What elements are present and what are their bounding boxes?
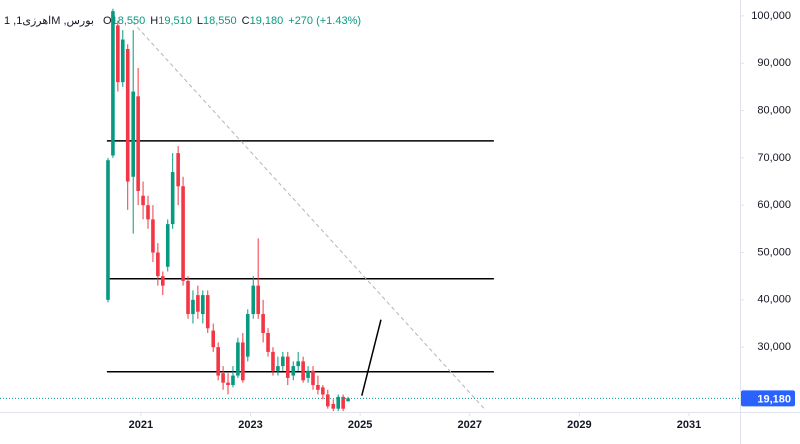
candle-body bbox=[216, 347, 220, 376]
candle-body bbox=[276, 366, 280, 371]
candle-body bbox=[226, 382, 230, 386]
candle-body bbox=[256, 285, 260, 315]
candle-body bbox=[176, 153, 180, 187]
candle-body bbox=[236, 342, 240, 376]
candle-body bbox=[346, 398, 350, 402]
candle-body bbox=[261, 314, 265, 333]
candle-body bbox=[306, 370, 310, 378]
candle-body bbox=[251, 285, 256, 315]
trend-line bbox=[361, 319, 382, 396]
candle-body bbox=[245, 314, 250, 357]
x-tick-label: 2031 bbox=[677, 419, 701, 431]
candle-body bbox=[201, 295, 205, 315]
last-price-box bbox=[741, 390, 795, 407]
candle-body bbox=[316, 385, 320, 390]
x-tick-label: 2025 bbox=[348, 419, 372, 431]
candle-body bbox=[266, 332, 270, 352]
ohlc-label: L bbox=[196, 15, 203, 27]
y-tick-label: 100,000 bbox=[751, 10, 791, 22]
candle-body bbox=[271, 351, 275, 371]
symbol: 1 ,اهرزی1M ,بورس bbox=[4, 15, 94, 27]
candle-body bbox=[181, 186, 185, 281]
candle-body bbox=[296, 361, 300, 367]
candle-body bbox=[131, 91, 135, 177]
candle-body bbox=[321, 387, 325, 395]
candle-body bbox=[170, 172, 175, 225]
plot-area bbox=[106, 8, 494, 412]
x-tick-label: 2027 bbox=[458, 419, 482, 431]
x-tick-label: 2021 bbox=[129, 419, 153, 431]
candle-body bbox=[191, 299, 195, 315]
candle-body bbox=[156, 252, 160, 277]
y-tick-label: 30,000 bbox=[757, 341, 791, 353]
candle-body bbox=[111, 11, 115, 156]
x-tick-label: 2029 bbox=[567, 419, 591, 431]
candle-body bbox=[301, 361, 305, 381]
change: +270 (+1.43%) bbox=[288, 15, 362, 27]
ohlc-label: O bbox=[103, 15, 112, 27]
candle-body bbox=[221, 373, 225, 383]
candle-body bbox=[211, 330, 216, 348]
ohlc-value: 18,550 bbox=[111, 15, 146, 27]
ohlc-value: 19,510 bbox=[158, 15, 192, 27]
y-tick-label: 90,000 bbox=[757, 57, 791, 69]
y-tick-label: 70,000 bbox=[757, 152, 791, 164]
ohlc-label: H bbox=[150, 15, 159, 27]
y-tick-label: 80,000 bbox=[757, 104, 791, 116]
candle-body bbox=[106, 160, 110, 300]
candle-body bbox=[125, 49, 130, 182]
candle-body bbox=[120, 39, 125, 83]
candle-body bbox=[136, 96, 140, 191]
y-tick-label: 50,000 bbox=[757, 246, 791, 258]
candle-body bbox=[331, 403, 336, 409]
candle-body bbox=[151, 219, 155, 253]
candle-body bbox=[141, 195, 145, 206]
legend: 1 ,اهرزی1M ,بورس O18,550 H19,510 L18,550 C1… bbox=[4, 14, 366, 27]
ohlc-value: 18,550 bbox=[203, 15, 237, 27]
candle-body bbox=[285, 356, 290, 378]
candle-body bbox=[231, 375, 235, 386]
trend-line bbox=[132, 21, 486, 410]
candle-body bbox=[291, 366, 296, 376]
candle-body bbox=[161, 276, 165, 286]
candle-body bbox=[165, 224, 170, 267]
candle-body bbox=[311, 370, 315, 386]
y-tick-label: 60,000 bbox=[757, 199, 791, 211]
candle-body bbox=[325, 394, 330, 407]
candle-body bbox=[341, 396, 345, 409]
candle-body bbox=[196, 295, 200, 312]
candle-body bbox=[336, 396, 341, 409]
candle-body bbox=[146, 205, 150, 220]
y-tick-label: 40,000 bbox=[757, 294, 791, 306]
last-price-label: 19,180 bbox=[757, 393, 791, 405]
ohlc-value: 19,180 bbox=[249, 15, 284, 27]
candle-body bbox=[186, 280, 190, 315]
candle-body bbox=[241, 342, 245, 381]
ohlc-label: C bbox=[241, 15, 250, 27]
candle-body bbox=[281, 356, 285, 367]
candle-body bbox=[116, 25, 120, 83]
candle-body bbox=[205, 295, 210, 329]
x-tick-label: 2023 bbox=[238, 419, 262, 431]
